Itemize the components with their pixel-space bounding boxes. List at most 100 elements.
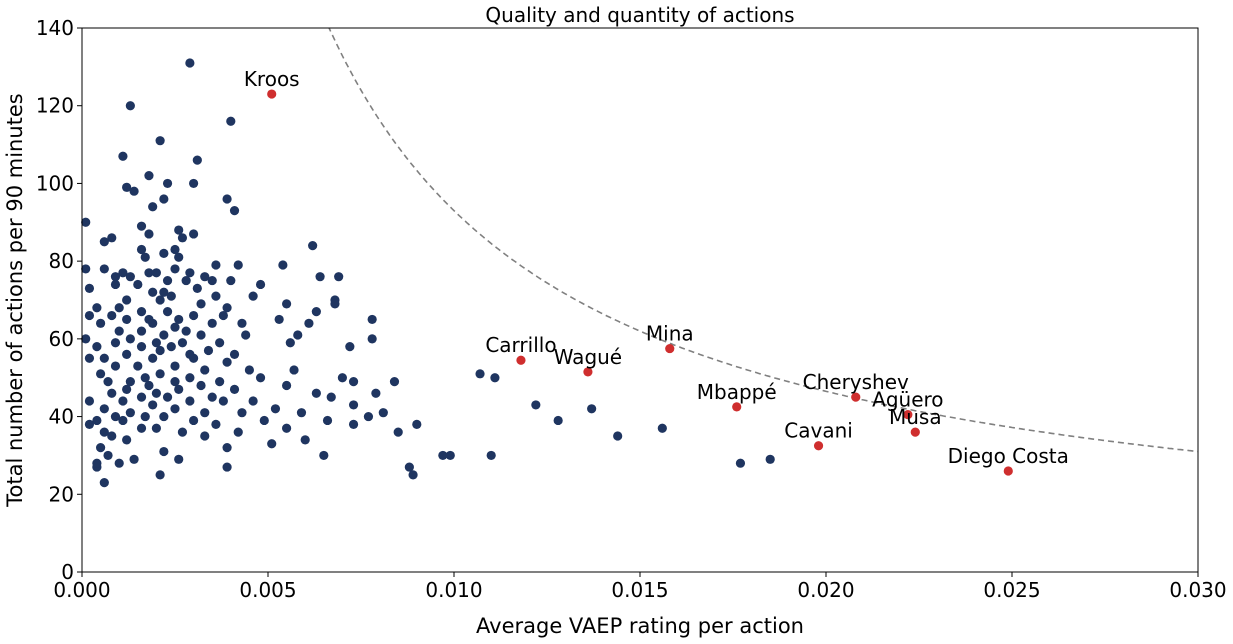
scatter-point <box>144 380 154 391</box>
scatter-point <box>107 431 117 441</box>
scatter-point <box>125 377 135 387</box>
scatter-point <box>140 411 150 422</box>
player-label: Kroos <box>244 67 300 91</box>
scatter-point <box>122 435 132 445</box>
scatter-point <box>211 260 221 270</box>
scatter-point <box>248 291 258 301</box>
scatter-point <box>189 178 199 189</box>
scatter-point <box>229 384 240 394</box>
scatter-point <box>348 419 359 429</box>
scatter-point <box>107 310 117 321</box>
scatter-point <box>438 450 448 461</box>
scatter-point <box>233 260 243 270</box>
scatter-point <box>475 369 485 379</box>
scatter-point <box>211 419 221 429</box>
scatter-point <box>408 470 418 480</box>
scatter-point <box>300 435 310 445</box>
scatter-point <box>170 361 180 371</box>
scatter-point <box>308 241 318 251</box>
scatter-point <box>162 392 173 402</box>
y-tick-label: 20 <box>49 482 74 506</box>
scatter-point <box>99 404 109 414</box>
scatter-point <box>162 307 173 317</box>
scatter-point <box>657 423 667 433</box>
player-label: Mina <box>646 322 694 346</box>
scatter-point <box>162 178 173 189</box>
scatter-point <box>367 314 377 325</box>
scatter-point <box>92 458 102 468</box>
scatter-point <box>222 462 232 472</box>
scatter-point <box>159 194 169 204</box>
scatter-point <box>218 396 228 406</box>
scatter-point <box>222 194 232 204</box>
scatter-point <box>84 419 95 429</box>
scatter-point <box>136 326 147 336</box>
scatter-point <box>144 268 154 278</box>
scatter-point <box>159 248 169 258</box>
scatter-point <box>244 365 254 375</box>
scatter-point <box>311 388 321 398</box>
scatter-point <box>166 342 176 352</box>
scatter-point <box>114 303 124 313</box>
scatter-point <box>203 345 214 356</box>
player-label: Mbappé <box>697 380 777 404</box>
scatter-point <box>99 237 109 247</box>
scatter-point <box>237 408 247 418</box>
scatter-point <box>151 338 161 348</box>
x-tick-label: 0.005 <box>239 578 296 602</box>
scatter-point <box>218 310 228 321</box>
scatter-point <box>334 272 344 282</box>
scatter-point <box>174 384 184 394</box>
scatter-point <box>92 303 102 313</box>
scatter-point <box>319 450 329 461</box>
x-tick-label: 0.000 <box>53 578 110 602</box>
scatter-point <box>345 342 355 352</box>
player-label: Wagué <box>554 345 622 369</box>
scatter-point <box>151 268 161 278</box>
scatter-point <box>122 182 132 192</box>
scatter-point <box>96 318 106 328</box>
scatter-point <box>151 423 161 433</box>
scatter-point <box>162 275 173 286</box>
scatter-point <box>170 404 180 414</box>
scatter-point <box>215 338 225 348</box>
scatter-point <box>311 307 321 317</box>
scatter-point <box>330 299 340 309</box>
scatter-point <box>107 388 117 398</box>
scatter-point <box>155 369 165 379</box>
reference-curve <box>328 28 1198 453</box>
scatter-point <box>166 291 176 301</box>
scatter-point <box>613 431 623 441</box>
scatter-point <box>229 349 240 359</box>
scatter-point <box>315 272 325 282</box>
scatter-point <box>84 283 95 293</box>
scatter-point <box>84 353 95 363</box>
scatter-point <box>148 287 158 297</box>
scatter-point <box>181 275 191 286</box>
scatter-point <box>304 318 314 328</box>
scatter-point <box>185 396 195 406</box>
scatter-point <box>248 396 258 406</box>
scatter-point <box>122 295 132 305</box>
scatter-point <box>189 310 199 321</box>
scatter-point <box>348 400 359 410</box>
scatter-point <box>81 217 91 227</box>
scatter-point <box>207 275 217 286</box>
scatter-point <box>140 252 150 262</box>
scatter-point <box>177 338 188 348</box>
y-tick-label: 120 <box>36 94 74 118</box>
scatter-point <box>189 415 199 426</box>
scatter-point <box>110 361 121 371</box>
scatter-point <box>192 155 202 165</box>
scatter-point <box>490 373 500 383</box>
scatter-point <box>337 373 347 383</box>
scatter-point <box>363 411 374 422</box>
scatter-point <box>531 400 541 410</box>
scatter-point <box>393 427 403 437</box>
scatter-point <box>99 478 109 488</box>
scatter-point <box>181 326 191 336</box>
scatter-point <box>96 443 106 453</box>
scatter-point <box>118 415 128 426</box>
scatter-point <box>326 392 336 402</box>
scatter-point <box>192 283 202 293</box>
